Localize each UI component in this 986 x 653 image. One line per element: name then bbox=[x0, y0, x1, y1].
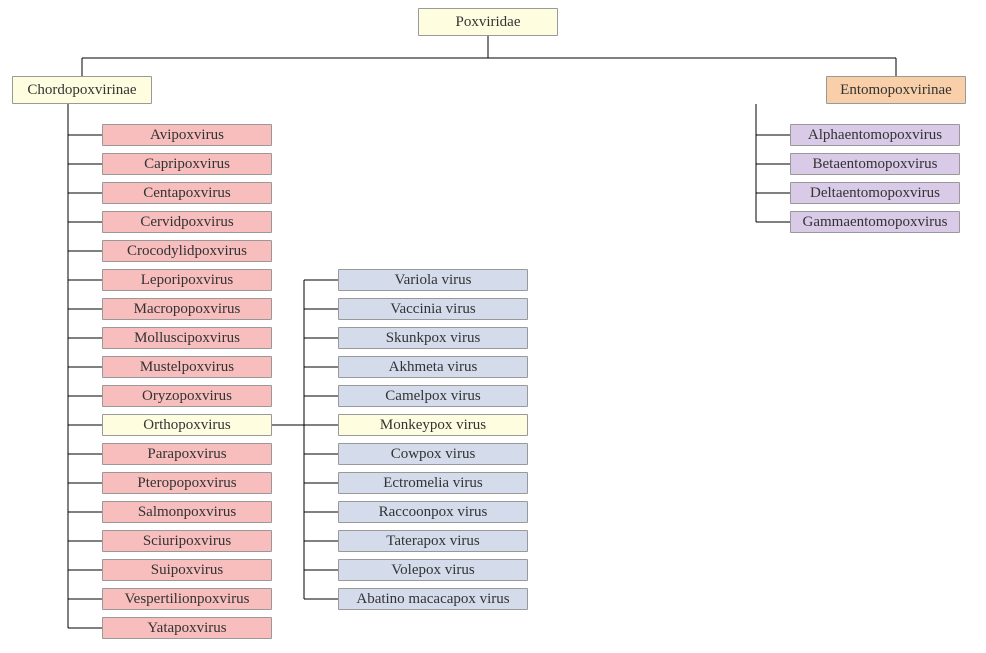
node-genus-17: Yatapoxvirus bbox=[102, 617, 272, 639]
node-species-2: Skunkpox virus bbox=[338, 327, 528, 349]
node-genus-16: Vespertilionpoxvirus bbox=[102, 588, 272, 610]
node-genus-2: Centapoxvirus bbox=[102, 182, 272, 204]
node-ento-genus-0: Alphaentomopoxvirus bbox=[790, 124, 960, 146]
node-genus-11: Parapoxvirus bbox=[102, 443, 272, 465]
node-ento-genus-3: Gammaentomopoxvirus bbox=[790, 211, 960, 233]
node-ento-genus-2: Deltaentomopoxvirus bbox=[790, 182, 960, 204]
node-species-0: Variola virus bbox=[338, 269, 528, 291]
node-ento-genus-1: Betaentomopoxvirus bbox=[790, 153, 960, 175]
node-genus-5: Leporipoxvirus bbox=[102, 269, 272, 291]
node-species-11: Abatino macacapox virus bbox=[338, 588, 528, 610]
node-root: Poxviridae bbox=[418, 8, 558, 36]
node-genus-3: Cervidpoxvirus bbox=[102, 211, 272, 233]
node-subfamily-left: Chordopoxvirinae bbox=[12, 76, 152, 104]
node-species-5: Monkeypox virus bbox=[338, 414, 528, 436]
node-genus-7: Molluscipoxvirus bbox=[102, 327, 272, 349]
node-genus-0: Avipoxvirus bbox=[102, 124, 272, 146]
node-subfamily-right: Entomopoxvirinae bbox=[826, 76, 966, 104]
node-species-9: Taterapox virus bbox=[338, 530, 528, 552]
node-genus-9: Oryzopoxvirus bbox=[102, 385, 272, 407]
node-species-8: Raccoonpox virus bbox=[338, 501, 528, 523]
node-genus-14: Sciuripoxvirus bbox=[102, 530, 272, 552]
node-genus-1: Capripoxvirus bbox=[102, 153, 272, 175]
node-genus-15: Suipoxvirus bbox=[102, 559, 272, 581]
node-species-4: Camelpox virus bbox=[338, 385, 528, 407]
node-species-6: Cowpox virus bbox=[338, 443, 528, 465]
node-genus-8: Mustelpoxvirus bbox=[102, 356, 272, 378]
node-genus-6: Macropopoxvirus bbox=[102, 298, 272, 320]
node-genus-4: Crocodylidpoxvirus bbox=[102, 240, 272, 262]
node-species-10: Volepox virus bbox=[338, 559, 528, 581]
node-genus-12: Pteropopoxvirus bbox=[102, 472, 272, 494]
node-genus-10: Orthopoxvirus bbox=[102, 414, 272, 436]
node-species-7: Ectromelia virus bbox=[338, 472, 528, 494]
node-genus-13: Salmonpoxvirus bbox=[102, 501, 272, 523]
node-species-3: Akhmeta virus bbox=[338, 356, 528, 378]
node-species-1: Vaccinia virus bbox=[338, 298, 528, 320]
